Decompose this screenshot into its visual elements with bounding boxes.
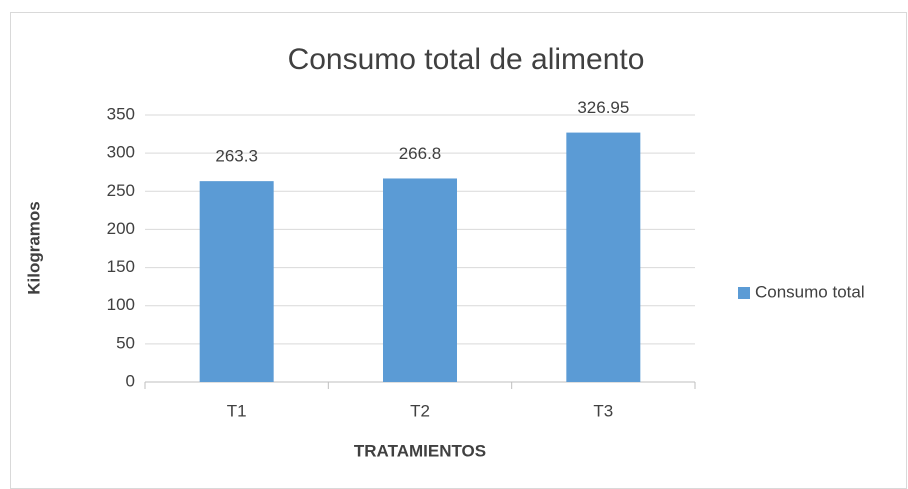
x-tick-label: T2 [410,401,430,420]
bar [566,132,641,382]
data-label: 266.8 [399,144,442,163]
y-tick-label: 150 [107,257,135,276]
chart-title: Consumo total de alimento [288,43,645,76]
x-tick-label: T1 [227,401,247,420]
data-label: 326.95 [577,98,629,117]
y-axis-label: Kilogramos [24,201,43,295]
y-tick-label: 50 [116,333,135,352]
chart-frame [10,12,907,489]
y-tick-label: 350 [107,104,135,123]
legend-swatch [738,287,750,299]
y-tick-label: 0 [126,371,135,390]
y-tick-label: 300 [107,143,135,162]
bar [383,178,457,382]
data-label: 263.3 [215,147,258,166]
y-tick-label: 250 [107,181,135,200]
y-tick-label: 100 [107,295,135,314]
bar [199,181,274,382]
x-tick-label: T3 [593,401,613,420]
x-axis-label: TRATAMIENTOS [354,441,486,460]
y-tick-label: 200 [107,219,135,238]
legend-label: Consumo total [755,282,865,301]
